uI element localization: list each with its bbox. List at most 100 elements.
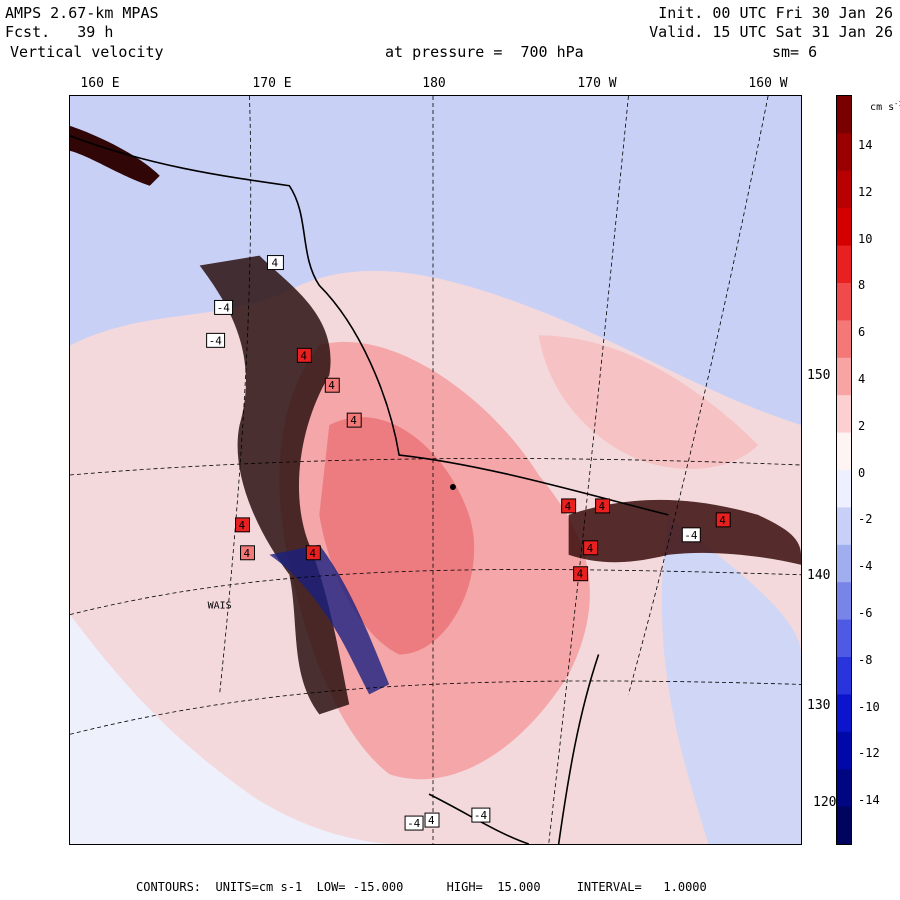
colorbar-tick-label: 10 [858,231,873,246]
forecast-hour: Fcst. 39 h [5,23,114,41]
colorbar-swatch [837,619,851,658]
colorbar-tick-label: -10 [858,699,880,714]
colorbar-tick-label: 12 [858,184,873,199]
vertical-velocity-map: 4 -4 4 -4 4 4 4 4 4 4 4 -4 4 4 4 -4 4 -4… [69,95,802,845]
contour-box-7: 4 [240,545,255,561]
contour-box-3: -4 [206,332,226,348]
colorbar-swatch [837,357,851,396]
colorbar-swatch [837,133,851,172]
colorbar-swatch [837,507,851,546]
svg-text:4: 4 [565,500,572,513]
colorbar-tick-label: -4 [858,559,873,574]
svg-text:4: 4 [577,568,584,581]
convective-patch-nw [70,125,160,186]
svg-text:4: 4 [309,547,316,560]
svg-text:-4: -4 [217,301,231,314]
colorbar-swatch [837,283,851,321]
ice-sheet-region [70,614,400,844]
svg-text:4: 4 [239,519,246,532]
svg-text:4: 4 [587,542,594,555]
contour-box-9: 4 [561,498,577,514]
lat-label-120: 120 [812,795,838,810]
contour-box-5: 4 [346,412,362,428]
svg-text:4: 4 [328,379,335,392]
contour-box-1: -4 [214,299,234,315]
colorbar-units: cm s-1 [870,99,900,114]
field-name: Vertical velocity [10,43,164,61]
contour-box-4: 4 [324,377,340,393]
svg-text:4: 4 [719,514,726,527]
svg-text:-4: -4 [407,817,421,830]
lon-label-160w: 160 W [748,76,788,91]
colorbar-swatch [837,245,851,284]
svg-text:4: 4 [271,257,278,270]
svg-text:4: 4 [428,814,435,827]
colorbar-swatch [837,395,851,434]
colorbar-tick-label: 8 [858,278,866,293]
svg-text:-4: -4 [209,334,223,347]
station-marker [449,483,456,490]
svg-text:4: 4 [300,349,307,362]
colorbar-swatch [837,582,851,621]
ascent-region-east [538,335,759,469]
colorbar-tick-label: -14 [858,793,880,808]
colorbar-tick-label: 14 [858,138,873,152]
lat-label-130: 130 [806,698,832,713]
colorbar-tick-label: 0 [858,465,866,480]
init-time: Init. 00 UTC Fri 30 Jan 26 [658,4,893,22]
smoothing-label: sm= 6 [772,43,818,61]
lon-label-170w: 170 W [577,76,617,91]
contour-box-0: 4 [266,255,284,271]
svg-text:-4: -4 [474,809,488,822]
colorbar-swatch [837,432,851,471]
convective-band-west [199,255,350,715]
colorbar-tick-label: 2 [858,418,866,433]
colorbar-swatch [837,96,851,134]
svg-text:4: 4 [599,500,606,513]
graticule [70,96,801,844]
colorbar-tick-label: -8 [858,652,873,667]
colorbar-tick-label: -2 [858,512,873,527]
colorbar-tick-label: -6 [858,606,873,620]
colorbar [836,95,852,845]
contour-box-15: -4 [404,815,424,831]
colorbar-swatch [837,657,851,695]
coastline [70,135,669,844]
model-title: AMPS 2.67-km MPAS [5,4,159,22]
colorbar-swatch [837,731,851,770]
svg-text:4: 4 [244,547,251,560]
pressure-level: at pressure = 700 hPa [385,43,584,61]
contour-box-10: 4 [595,498,611,514]
colorbar-swatch [837,208,851,247]
lon-label-170e: 170 E [252,76,292,91]
colorbar-swatch [837,806,851,844]
contour-box-16: 4 [424,812,440,828]
valid-time: Valid. 15 UTC Sat 31 Jan 26 [649,23,893,41]
contour-box-11: -4 [681,527,701,543]
lon-label-160e: 160 E [80,76,120,91]
subsidence-region-north [70,96,801,426]
station-label-wais: WAIS [208,601,232,612]
colorbar-swatch [837,769,851,808]
colorbar-tick-label: -12 [858,746,880,761]
contour-box-8: 4 [305,545,321,561]
contour-box-14: 4 [715,512,731,528]
contour-info-footer: CONTOURS: UNITS=cm s-1 LOW= -15.000 HIGH… [136,880,707,894]
svg-text:4: 4 [350,414,357,427]
contour-box-6: 4 [235,517,251,533]
contour-box-2: 4 [296,347,312,363]
colorbar-swatch [837,544,851,583]
colorbar-swatch [837,470,851,508]
colorbar-tick-label: 4 [858,372,866,386]
contour-labels: 4 -4 4 -4 4 4 4 4 4 4 4 -4 4 4 4 -4 4 -4 [206,255,731,831]
colorbar-swatch [837,320,851,359]
ascent-core [319,417,475,655]
contour-box-12: 4 [583,540,599,556]
contour-box-17: -4 [471,807,491,823]
colorbar-swatch [837,694,851,733]
convective-band-south [269,544,390,695]
subsidence-region-east [661,514,801,844]
colorbar-swatch [837,170,851,209]
lon-label-180: 180 [422,76,446,91]
contour-box-13: 4 [573,566,589,582]
